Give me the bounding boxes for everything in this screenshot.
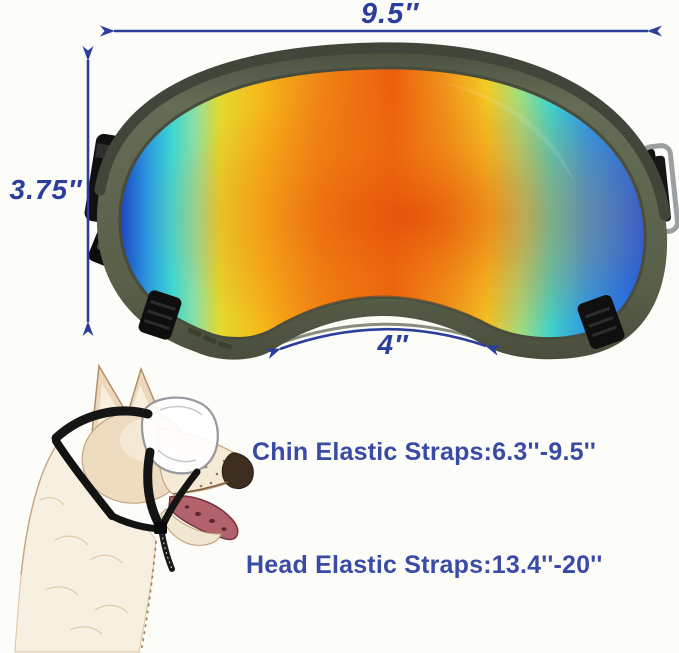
bridge-ridge bbox=[277, 322, 487, 346]
dog-illustration bbox=[14, 363, 254, 653]
bottom-left-tab bbox=[138, 290, 182, 340]
dog-straps bbox=[51, 406, 201, 572]
head-strap-spec-text: Head Elastic Straps:13.4''-20'' bbox=[246, 551, 603, 579]
goggle-width-label: 9.5″ bbox=[360, 0, 420, 30]
goggle-frame-top-rim bbox=[94, 42, 671, 221]
bottom-right-tab bbox=[577, 294, 625, 350]
nose-bridge-label: 4″ bbox=[377, 329, 409, 360]
goggles-product-photo bbox=[84, 42, 679, 360]
goggle-height-label: 3.75″ bbox=[9, 174, 83, 205]
goggle-lens bbox=[118, 66, 647, 341]
bridge-arrow bbox=[264, 327, 502, 360]
chin-strap-spec-text: Chin Elastic Straps:6.3''-9.5'' bbox=[252, 438, 596, 466]
dog-goggle-sketch bbox=[140, 396, 219, 475]
frame-vent-dashes bbox=[188, 327, 232, 350]
